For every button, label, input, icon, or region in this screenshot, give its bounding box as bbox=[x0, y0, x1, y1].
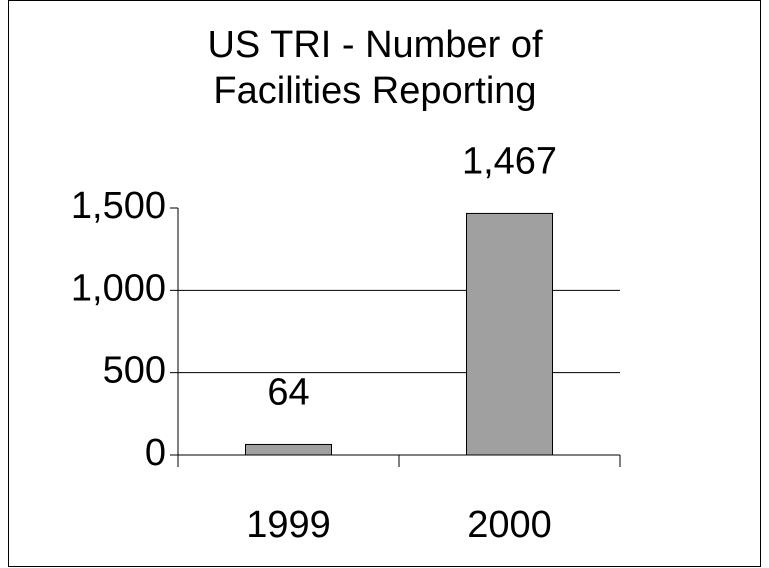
y-tick-label: 1,500 bbox=[71, 185, 166, 227]
chart-border bbox=[8, 0, 761, 567]
bar bbox=[466, 212, 553, 456]
data-label: 64 bbox=[267, 371, 309, 413]
y-tick-label: 0 bbox=[145, 432, 166, 474]
y-tick-label: 1,000 bbox=[71, 267, 166, 309]
bar bbox=[245, 443, 332, 456]
data-label: 1,467 bbox=[462, 140, 557, 182]
x-tick-label: 2000 bbox=[467, 504, 552, 546]
chart-title: US TRI - Number of Facilities Reporting bbox=[207, 24, 543, 112]
x-tick-label: 1999 bbox=[246, 504, 331, 546]
y-tick-label: 500 bbox=[103, 350, 166, 392]
